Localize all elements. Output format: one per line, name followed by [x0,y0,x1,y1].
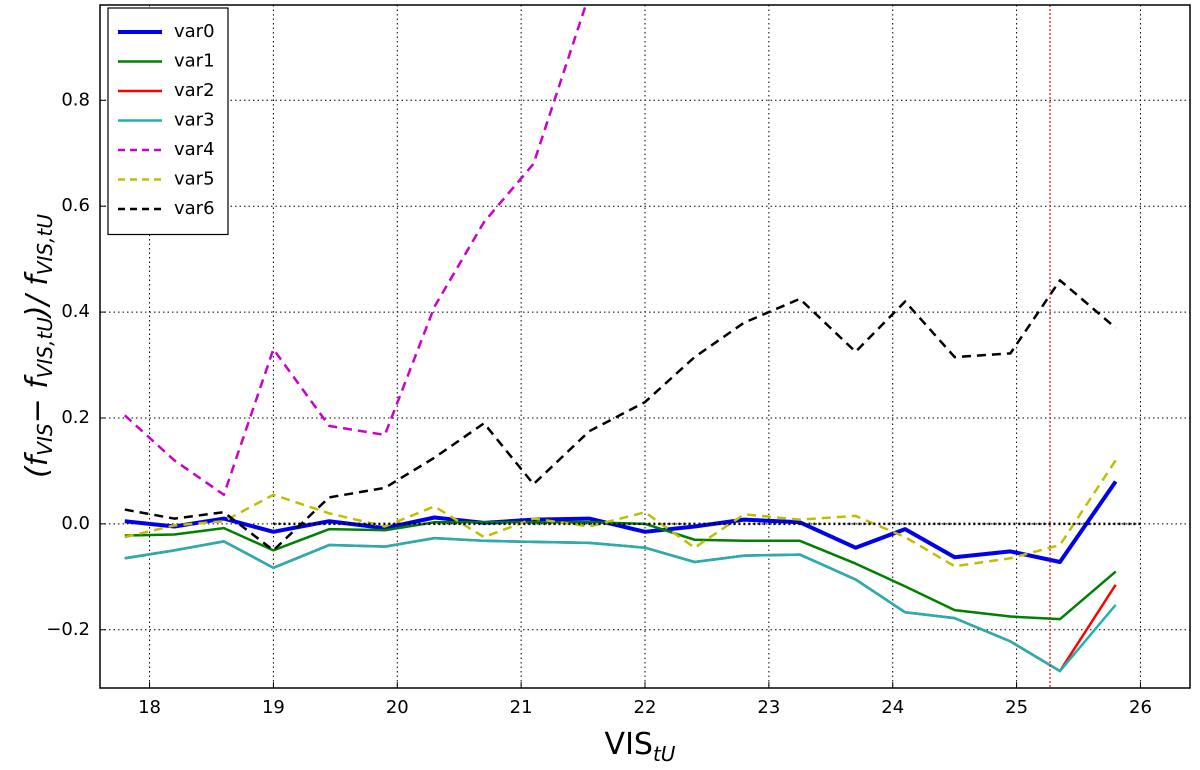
series-line [124,521,1117,621]
x-tick-label: 23 [757,697,780,718]
x-tick-label: 21 [510,697,533,718]
y-label-sub: VIS [33,423,57,456]
legend: var0 var1 var2 var3 var4 var5 var6 [107,7,229,236]
y-tick-label: 0.2 [61,407,90,428]
x-label-main: VIS [605,727,653,762]
y-label-main: )/ f [20,271,55,319]
y-tick-label: 0.0 [61,513,90,534]
ticks: 18 19 20 21 22 23 24 25 26 −0.2 0.0 0.2 0.4 0.6 0.8 [46,89,1152,718]
legend-label: var3 [174,110,215,131]
lines [123,5,1141,688]
series-line [124,459,1117,568]
y-label-sub: VIS,tU [33,317,57,378]
series-line [123,5,588,496]
y-axis-label: (fVIS− fVIS,tU)/ fVIS,tU [20,214,57,478]
x-tick-label: 20 [386,697,409,718]
y-tick-label: 0.6 [61,195,90,216]
legend-label: var6 [174,198,215,219]
x-tick-label: 24 [881,697,904,718]
x-tick-label: 18 [138,697,161,718]
legend-label: var5 [174,169,215,190]
y-label-main: (f [20,451,55,478]
series-line [124,536,1117,673]
x-tick-label: 26 [1129,697,1152,718]
x-tick-label: 22 [634,697,657,718]
legend-label: var0 [174,21,215,42]
legend-label: var4 [174,139,215,160]
y-label-sub: VIS,tU [33,214,57,275]
y-label-main: − f [20,374,55,424]
x-axis-label: VIStU [605,727,676,766]
x-tick-label: 19 [262,697,285,718]
y-tick-label: −0.2 [46,619,90,640]
legend-label: var1 [174,51,215,72]
y-tick-label: 0.4 [61,301,90,322]
y-tick-label: 0.8 [61,89,90,110]
x-tick-label: 25 [1005,697,1028,718]
series-line [124,480,1118,564]
legend-label: var2 [174,80,215,101]
series-line [124,279,1117,552]
x-label-sub: tU [653,742,676,766]
